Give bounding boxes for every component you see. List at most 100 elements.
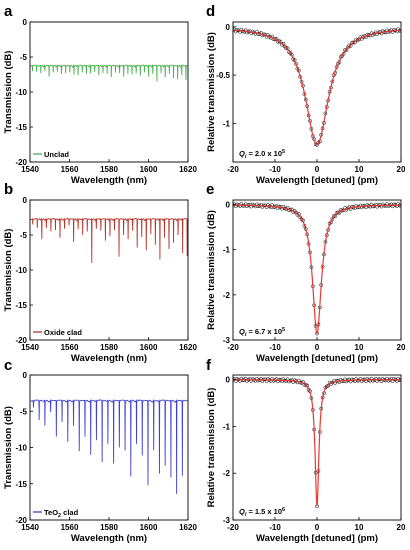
series-line-b [30,217,188,264]
plot-area [30,398,188,494]
y-tick-label: 0 [226,376,231,385]
y-tick-label: -1 [223,422,231,431]
y-tick-label: -3 [223,516,231,525]
x-axis-label: Wavelength [detuned] (pm) [256,175,378,186]
panel-letter: f [206,357,212,374]
x-tick-label: 1600 [140,343,158,352]
panel-letter: d [206,3,215,20]
y-tick-label: -10 [15,444,27,453]
q-annotation: Qi = 2.0 x 105 [239,149,285,160]
panel-c: c TeO2 clad 1540 1560 1580 1600 1620 Wavelength… [3,357,197,544]
y-axis: -20 -15 -10 -5 0 Transmission (dB) [3,371,33,525]
y-tick-label: -10 [15,266,27,275]
axes-frame [29,21,189,163]
x-tick-label: 10 [355,343,364,352]
y-tick-label: -1 [223,119,231,128]
x-tick-label: 1620 [179,523,197,532]
y-tick-label: -3 [223,336,231,345]
data-point [256,378,261,383]
x-tick-label: 1620 [179,343,197,352]
series-line-c [30,398,188,494]
x-axis-label: Wavelength (nm) [71,533,147,544]
fit-line-f [233,379,401,507]
x-tick-label: -10 [269,523,281,532]
legend: TeO2 clad [33,508,79,519]
data-points [233,202,401,336]
legend-label: TeO2 clad [44,508,79,519]
y-axis-label: Transmission (dB) [3,406,14,489]
y-tick-label: -2 [223,469,231,478]
x-tick-label: 1600 [140,523,158,532]
y-tick-label: -2 [223,291,231,300]
x-axis: 1540 1560 1580 1600 1620 Wavelength (nm) [21,337,197,364]
axes-frame [29,374,189,521]
y-axis: -20 -15 -10 -5 0 Transmission (dB) [3,18,33,167]
y-axis: -1 -0.5 0 Relative transmission (dB) [206,23,236,152]
data-point [351,40,356,45]
y-tick-label: 0 [23,18,28,27]
y-axis: -3 -2 -1 0 Relative transmission (dB) [206,201,236,345]
fit-line-d [233,29,401,146]
x-tick-label: -20 [227,165,239,174]
x-axis: 1540 1560 1580 1600 1620 Wavelength (nm) [21,517,197,544]
x-axis: 1540 1560 1580 1600 1620 Wavelength (nm) [21,159,197,186]
data-point [284,46,289,51]
panel-letter: a [4,3,13,20]
y-axis-label: Relative transmission (dB) [206,210,217,330]
x-axis-label: Wavelength [detuned] (pm) [256,533,378,544]
y-tick-label: -1 [223,246,231,255]
y-tick-label: -20 [15,336,27,345]
y-tick-label: -5 [20,407,28,416]
q-annotation: Qi = 1.5 x 106 [239,507,285,518]
y-axis: -3 -2 -1 0 Relative transmission (dB) [206,376,236,525]
y-axis-label: Transmission (dB) [3,51,14,134]
legend: Oxide clad [33,328,82,337]
panel-letter: c [4,357,12,374]
x-tick-label: -20 [227,523,239,532]
legend: Unclad [33,150,69,159]
x-axis-label: Wavelength (nm) [71,353,147,364]
plot-area [233,27,401,147]
plot-area [233,202,401,336]
data-points [233,27,401,147]
y-tick-label: -15 [15,301,27,310]
x-tick-label: 1560 [61,523,79,532]
plot-area [30,217,188,264]
x-axis: -20 -10 0 10 20 Wavelength [detuned] (pm) [227,517,406,544]
legend-label: Oxide clad [44,328,82,337]
y-axis-label: Relative transmission (dB) [206,388,217,508]
panel-letter: e [206,181,214,198]
data-point [392,202,396,207]
x-tick-label: 1580 [100,343,118,352]
y-tick-label: -15 [15,480,27,489]
x-tick-label: 1540 [21,165,39,174]
x-axis: -20 -10 0 10 20 Wavelength [detuned] (pm) [227,159,406,186]
data-point [326,383,331,388]
y-axis-label: Relative transmission (dB) [206,32,217,152]
x-tick-label: 20 [397,523,406,532]
x-tick-label: 1540 [21,343,39,352]
x-tick-label: 1580 [100,523,118,532]
panel-b: b Oxide clad 1540 1560 1580 1600 1620 Wavelengt… [3,181,197,364]
x-tick-label: 0 [315,523,320,532]
y-tick-label: -10 [15,88,27,97]
y-axis-label: Transmission (dB) [3,229,14,312]
fit-line-e [233,204,401,335]
y-axis: -20 -15 -10 -5 0 Transmission (dB) [3,196,33,345]
x-tick-label: 20 [397,165,406,174]
y-tick-label: 0 [23,196,28,205]
y-tick-label: -5 [20,231,28,240]
x-tick-label: 1560 [61,343,79,352]
x-tick-label: 0 [315,343,320,352]
y-tick-label: 0 [226,23,231,32]
x-tick-label: 1600 [140,165,158,174]
x-tick-label: 1560 [61,165,79,174]
y-tick-label: -0.5 [216,71,230,80]
y-tick-label: -20 [15,516,27,525]
y-tick-label: 0 [23,371,28,380]
axes-frame [232,199,402,341]
